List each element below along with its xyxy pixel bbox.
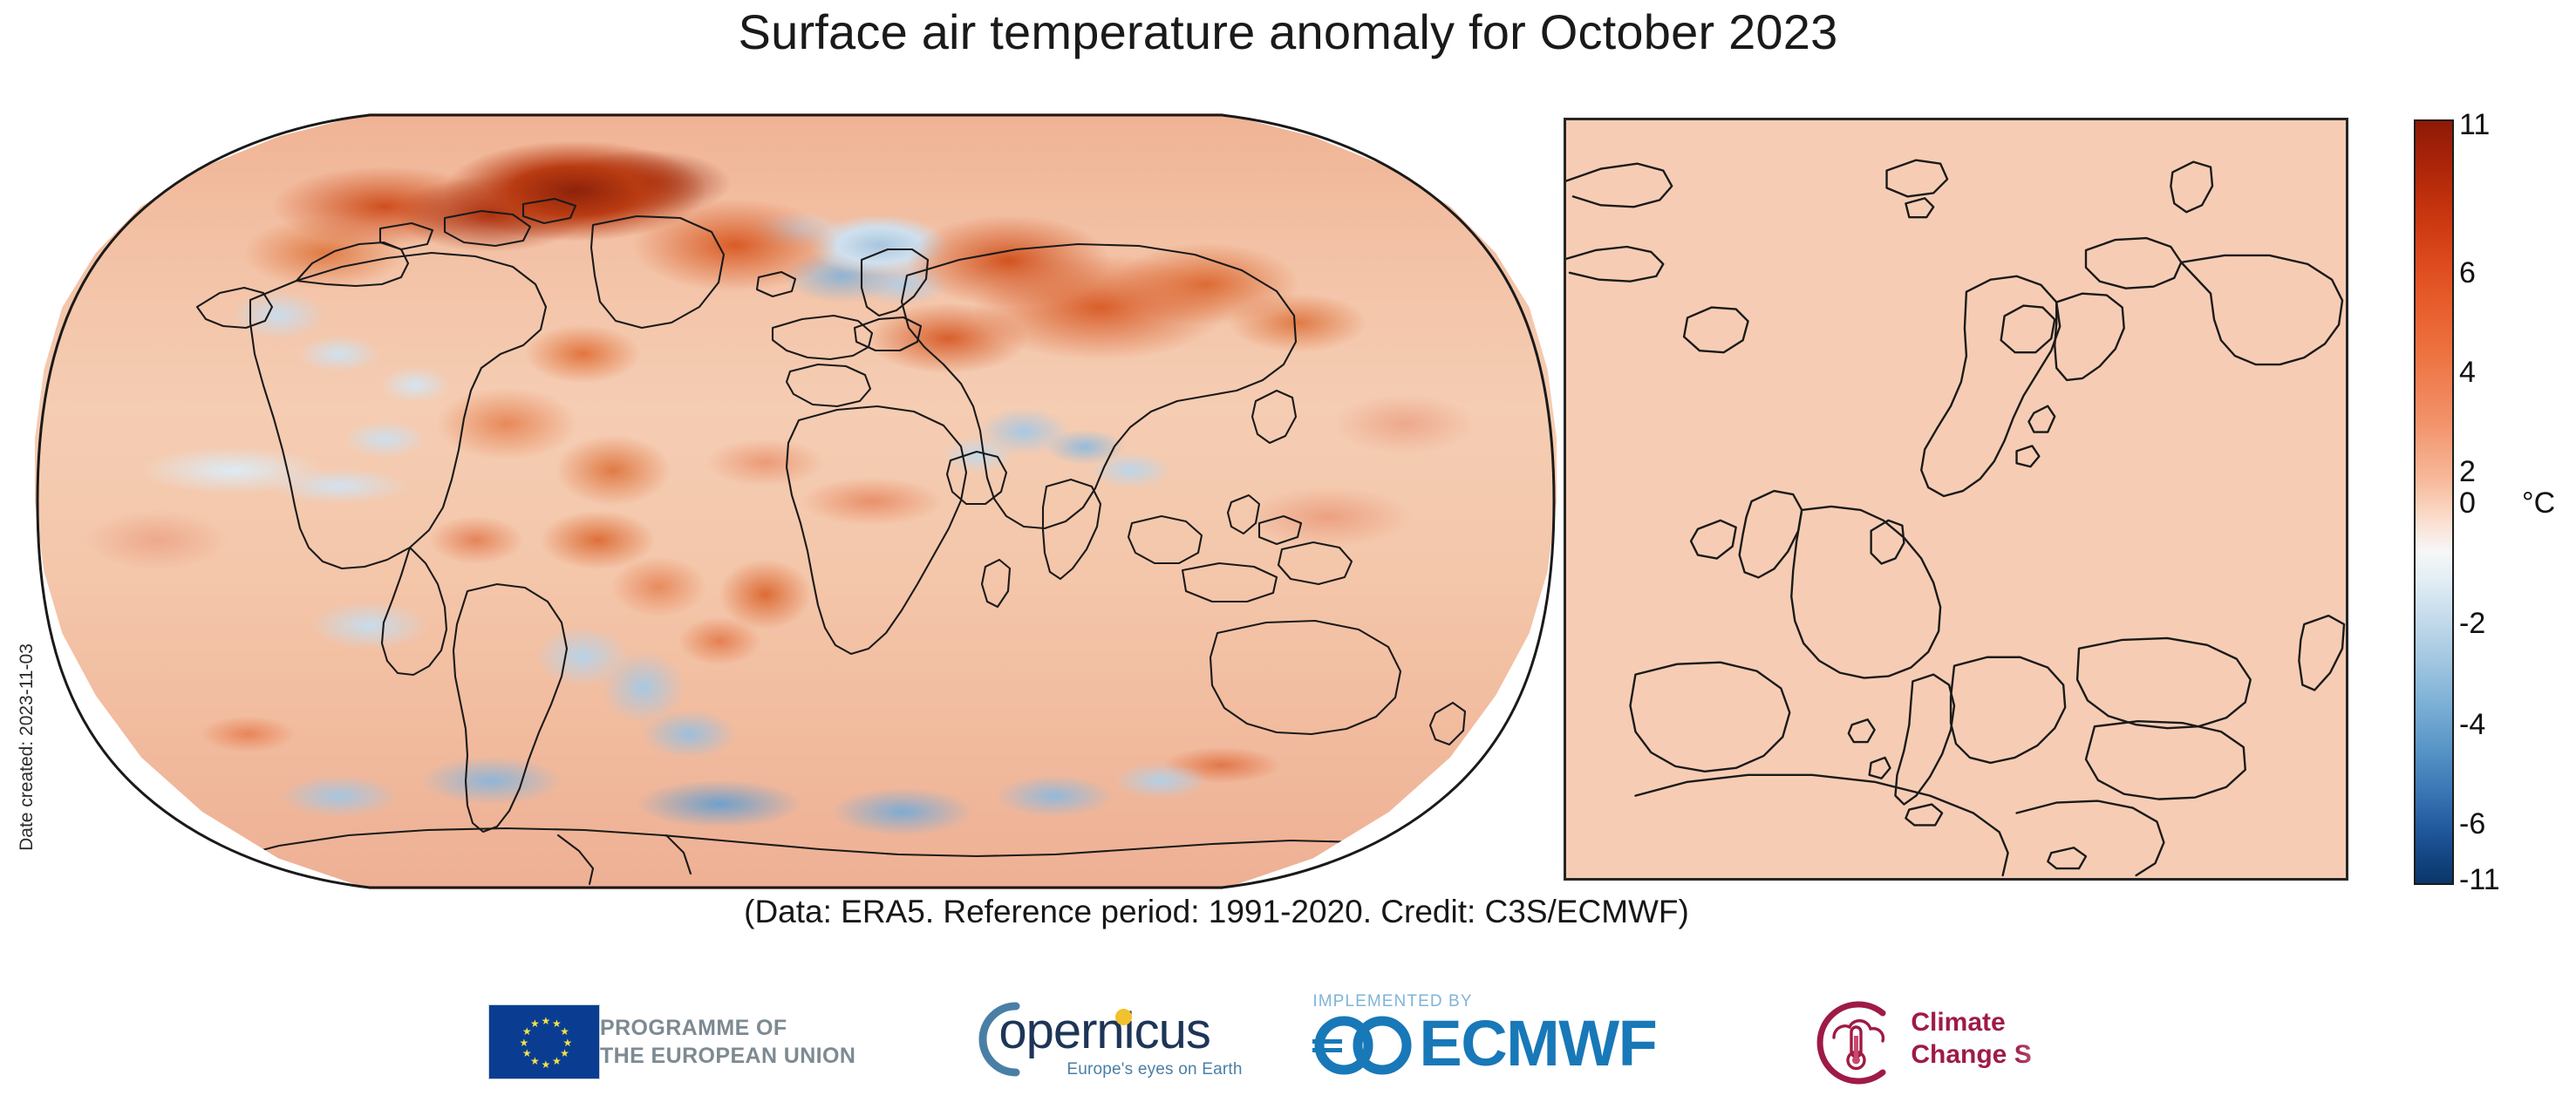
ecmwf-logo: IMPLEMENTED BY ECMWF	[1309, 992, 1728, 1092]
colorbar-tick-4: 4	[2459, 356, 2476, 389]
copernicus-logo: opernicus Europe's eyes on Earth	[960, 994, 1243, 1090]
global-anomaly-field	[35, 113, 1557, 889]
ecmwf-mark-icon	[1312, 1016, 1412, 1074]
c3s-thermometer-cloud-icon	[1816, 1001, 1886, 1085]
eu-logo: ★ ★ ★ ★ ★ ★ ★ ★ ★ ★ ★ ★ PROGRAMME OF THE EUROPEAN U…	[488, 1004, 855, 1079]
robinson-projection-clip	[35, 113, 1557, 889]
copernicus-wordmark: opernicus	[998, 1003, 1210, 1059]
eu-star-icon: ★	[552, 1055, 562, 1068]
c3s-logo: Climate Change S	[1808, 994, 2224, 1090]
colorbar-tick-neg2: -2	[2459, 607, 2486, 640]
eu-star-icon: ★	[541, 1014, 551, 1027]
eu-star-icon: ★	[552, 1017, 562, 1030]
c3s-line-1: Climate	[1911, 1008, 2006, 1037]
ecmwf-implemented-by-label: IMPLEMENTED BY	[1312, 991, 1473, 1011]
global-coastlines	[195, 197, 1491, 886]
colorbar-tick-11: 11	[2459, 108, 2491, 141]
copernicus-dot-icon	[1115, 1009, 1133, 1025]
eu-star-icon: ★	[521, 1047, 532, 1059]
logo-bar: ★ ★ ★ ★ ★ ★ ★ ★ ★ ★ ★ ★ PROGRAMME OF THE EUROPEAN U…	[488, 985, 2224, 1099]
projection-boundary	[36, 113, 1556, 889]
c3s-fade-overlay	[2014, 1001, 2224, 1085]
eu-line-2: THE EUROPEAN UNION	[600, 1044, 856, 1068]
europe-coastlines	[1566, 159, 2346, 877]
ecmwf-wordmark: ECMWF	[1419, 1006, 1658, 1079]
eu-star-icon: ★	[541, 1058, 551, 1071]
eu-star-icon: ★	[530, 1055, 540, 1068]
global-map-panel	[35, 113, 1557, 889]
figure-caption: (Data: ERA5. Reference period: 1991-2020…	[744, 894, 1689, 929]
c3s-logo-text: Climate Change S	[1911, 1006, 2031, 1071]
eu-logo-text: PROGRAMME OF THE EUROPEAN UNION	[600, 1014, 855, 1070]
colorbar-units-label: °C	[2522, 487, 2556, 520]
colorbar-tick-neg6: -6	[2459, 807, 2486, 840]
colorbar-group: 11 6 4 2 0 °C -2 -4 -6 -11	[2414, 110, 2576, 895]
colorbar-tick-neg4: -4	[2459, 708, 2486, 741]
eu-star-icon: ★	[521, 1025, 532, 1038]
europe-inset-panel	[1564, 118, 2348, 881]
eu-star-icon: ★	[560, 1025, 569, 1038]
c3s-line-2: Change S	[1911, 1040, 2032, 1070]
colorbar-tick-0: 0	[2459, 487, 2476, 520]
copernicus-tagline: Europe's eyes on Earth	[1067, 1060, 1243, 1079]
eu-star-icon: ★	[560, 1047, 569, 1059]
colorbar-tick-6: 6	[2459, 256, 2476, 289]
eu-star-icon: ★	[519, 1036, 529, 1049]
copernicus-c-arc-icon	[978, 1002, 1020, 1077]
eu-flag-icon: ★ ★ ★ ★ ★ ★ ★ ★ ★ ★ ★ ★	[488, 1004, 600, 1079]
eu-star-icon: ★	[530, 1017, 540, 1030]
page-title: Surface air temperature anomaly for Octo…	[738, 4, 1838, 59]
colorbar-tick-neg11: -11	[2459, 863, 2500, 896]
eu-star-icon: ★	[562, 1036, 573, 1049]
eu-line-1: PROGRAMME OF	[600, 1016, 787, 1040]
colorbar-gradient	[2414, 119, 2454, 885]
colorbar-tick-2: 2	[2459, 455, 2476, 488]
